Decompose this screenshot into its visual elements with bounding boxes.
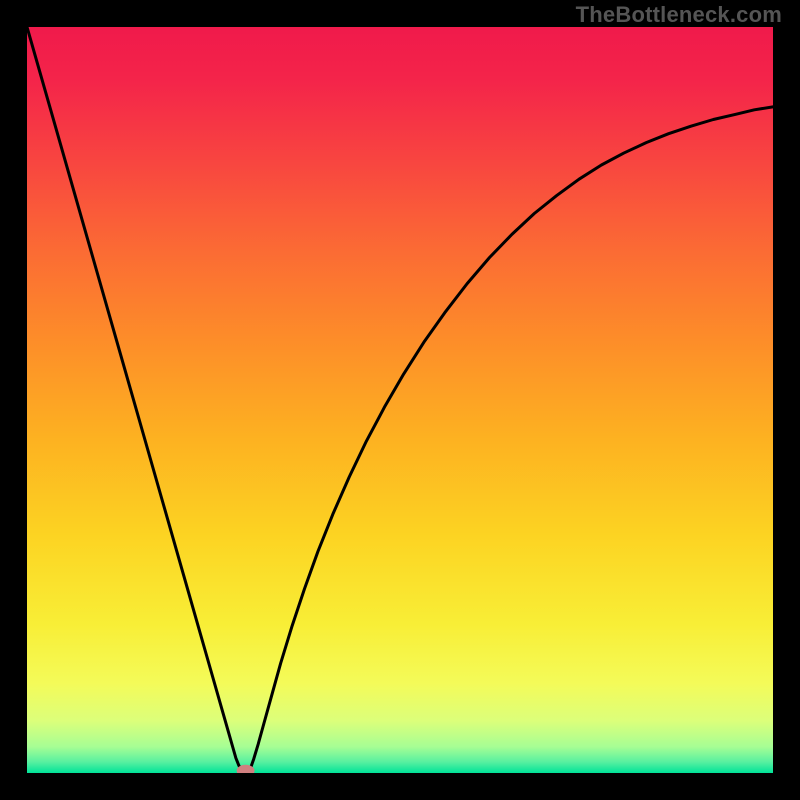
- watermark-text: TheBottleneck.com: [576, 2, 782, 28]
- chart-frame: TheBottleneck.com: [0, 0, 800, 800]
- gradient-background: [27, 27, 773, 773]
- bottleneck-chart: [27, 27, 773, 773]
- plot-area: [27, 27, 773, 773]
